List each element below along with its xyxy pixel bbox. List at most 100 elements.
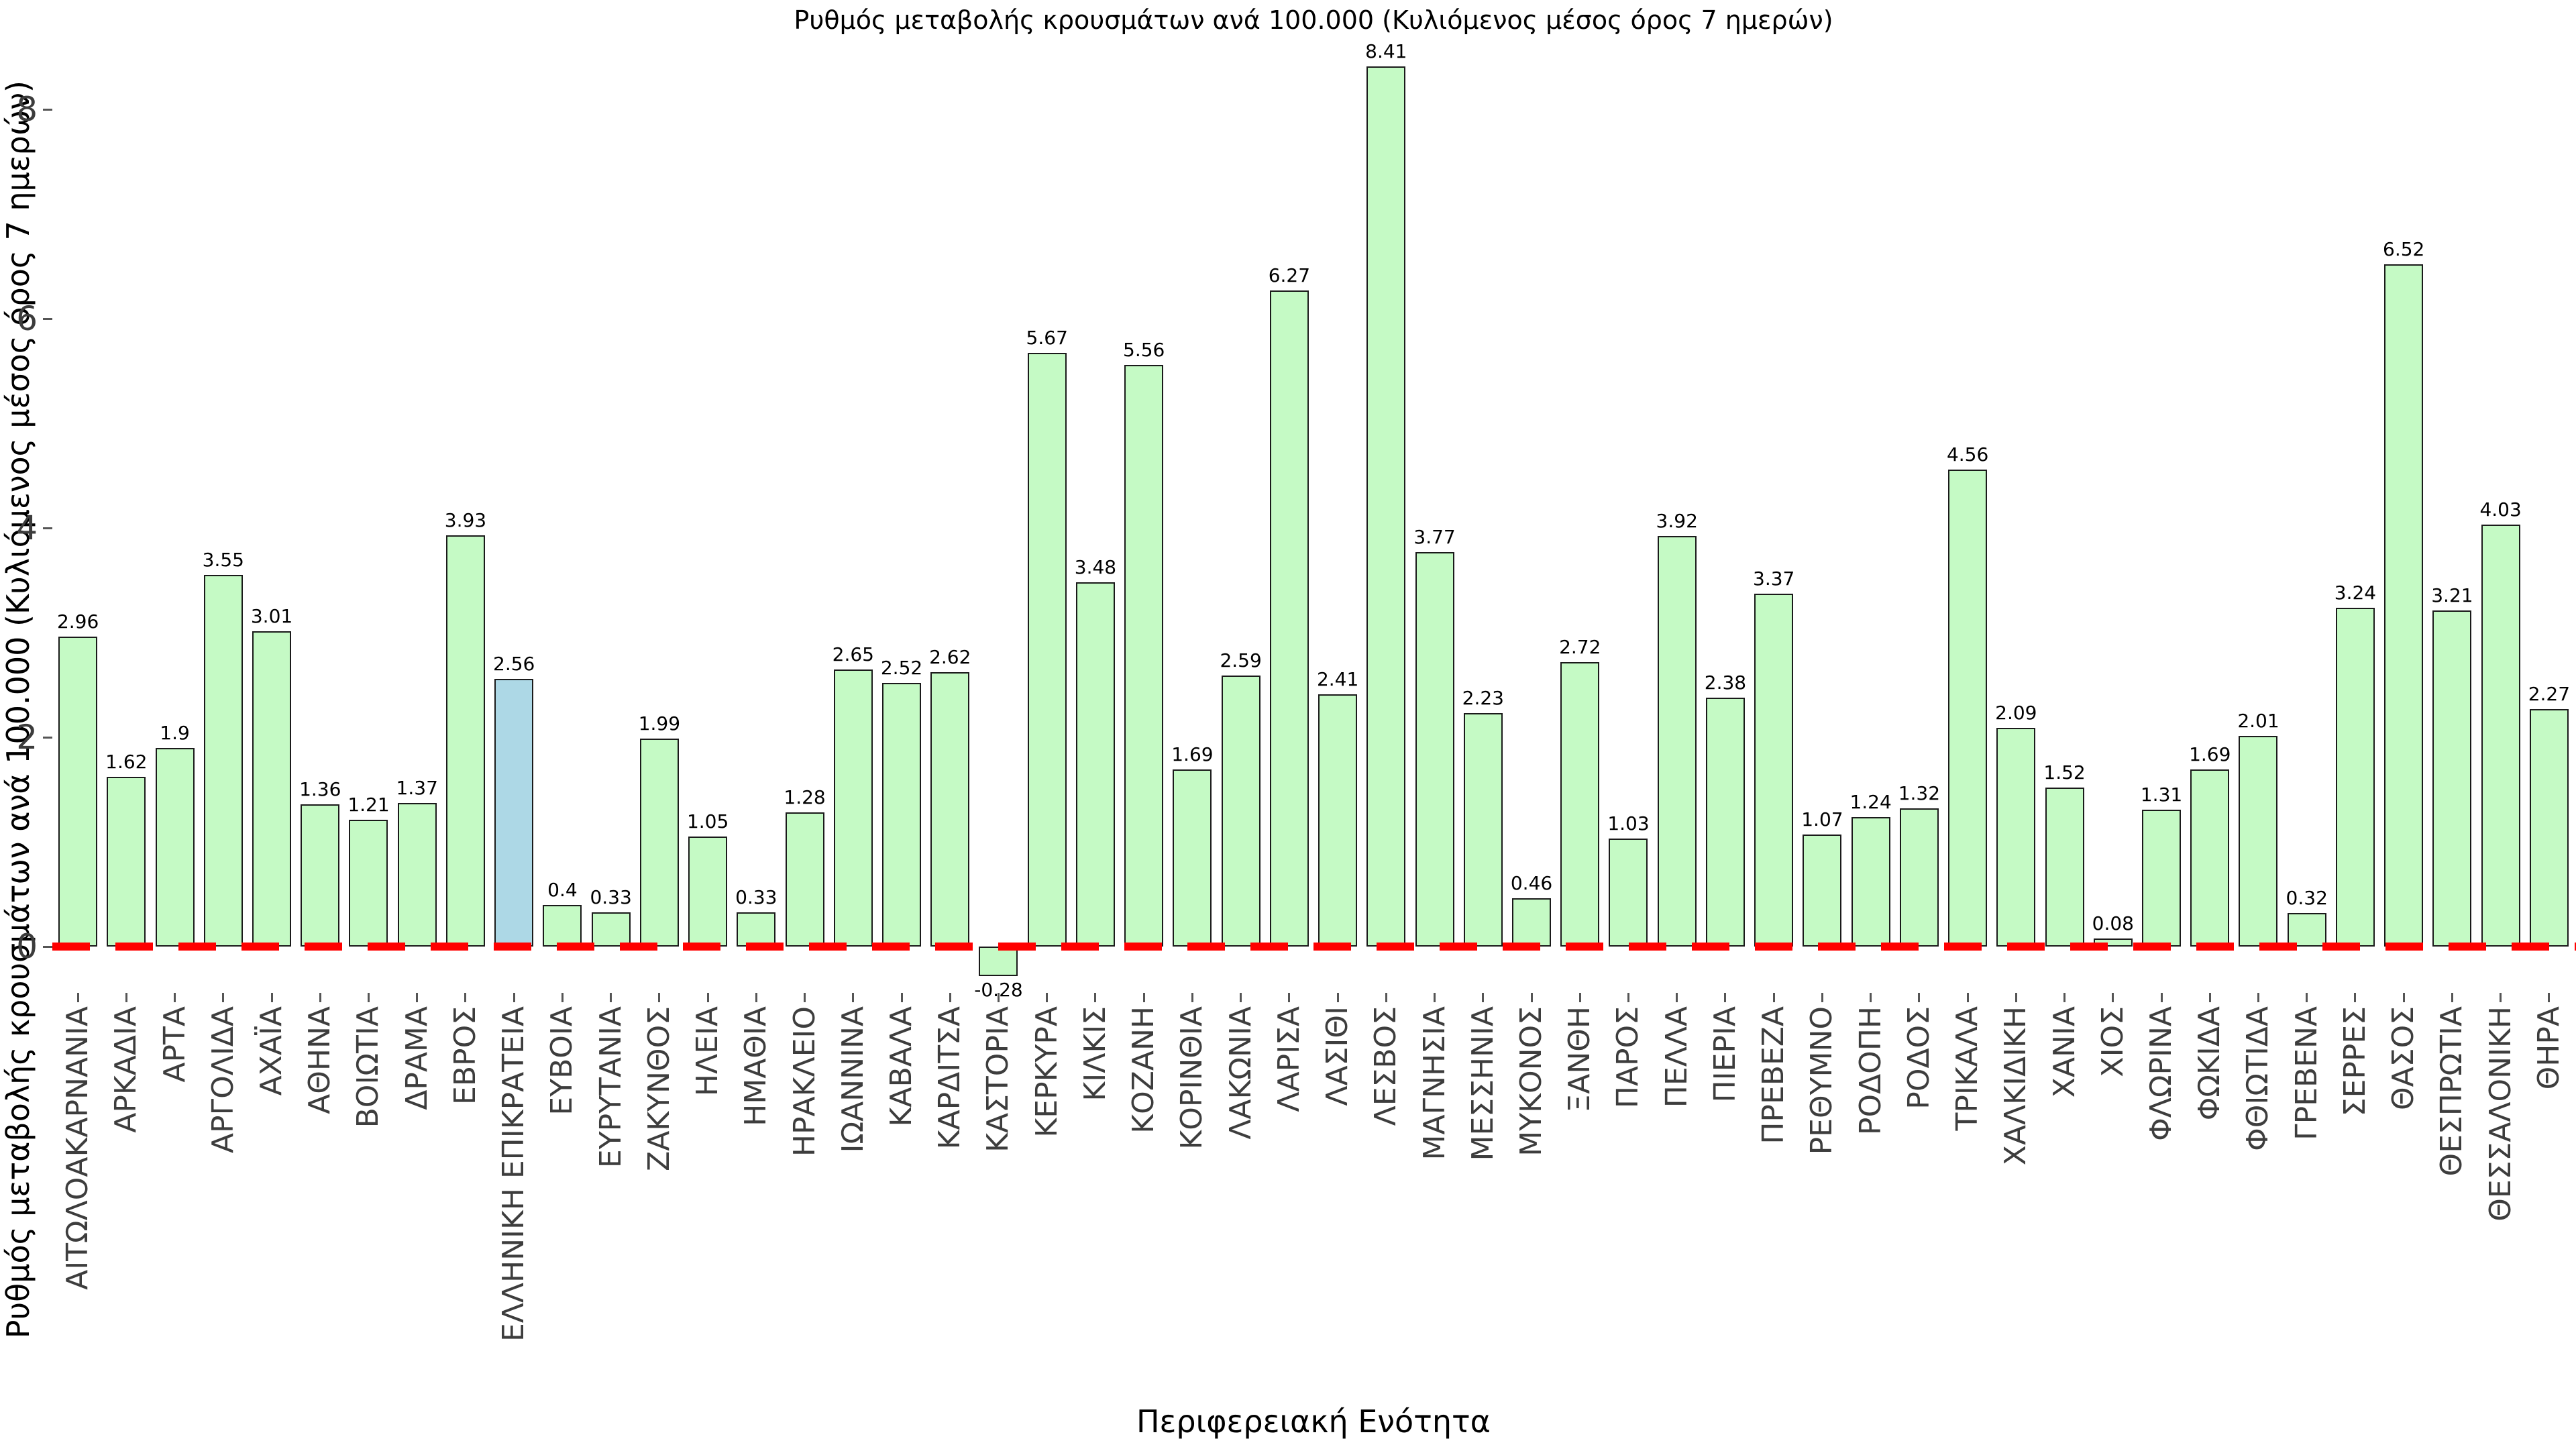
bar-column: 1.05	[684, 0, 732, 993]
x-tick-mark	[900, 993, 903, 1002]
x-tick-label: ΧΑΛΚΙΔΙΚΗ	[1998, 1006, 2033, 1166]
x-tick-mark	[464, 993, 467, 1002]
x-tick-label-cell: ΣΕΡΡΕΣ	[2331, 1006, 2379, 1409]
x-tick-label-cell: ΑΘΗΝΑ	[296, 1006, 344, 1409]
x-tick-label-cell: ΕΒΡΟΣ	[441, 1006, 490, 1409]
x-tick-label-cell: ΛΑΚΩΝΙΑ	[1217, 1006, 1265, 1409]
x-tick-mark	[1385, 993, 1387, 1002]
x-tick-label-cell: ΚΟΡΙΝΘΙΑ	[1168, 1006, 1216, 1409]
bar-value-label: 4.03	[2479, 498, 2522, 521]
x-tick-mark	[1482, 993, 1485, 1002]
x-tick-mark	[1046, 993, 1049, 1002]
x-tick-label-cell: ΑΡΤΑ	[150, 1006, 199, 1409]
x-tick-label: ΛΑΚΩΝΙΑ	[1223, 1006, 1258, 1140]
x-tick-label: ΗΡΑΚΛΕΙΟ	[787, 1006, 822, 1157]
bar-column: 1.52	[2040, 0, 2088, 993]
x-tick-label: ΧΑΝΙΑ	[2047, 1006, 2082, 1098]
bar-value-label: 1.99	[638, 712, 681, 735]
x-tick-label: ΡΟΔΟΠΗ	[1853, 1006, 1888, 1136]
x-tick-label: ΛΑΡΙΣΑ	[1271, 1006, 1306, 1112]
bar	[1124, 364, 1164, 947]
x-tick-label: ΘΗΡΑ	[2531, 1006, 2566, 1090]
x-tick-label-cell: ΛΑΡΙΣΑ	[1265, 1006, 1313, 1409]
x-tick-label-cell: ΕΥΡΥΤΑΝΙΑ	[587, 1006, 635, 1409]
x-tick-label-cell: ΚΟΖΑΝΗ	[1120, 1006, 1168, 1409]
bar-column: 0.4	[538, 0, 586, 993]
bar-value-label: 2.56	[493, 652, 535, 675]
x-tick-mark	[2112, 993, 2114, 1002]
x-tick-label: ΠΕΛΛΑ	[1659, 1006, 1694, 1108]
bar-value-label: 0.08	[2092, 912, 2134, 934]
bar-column: 2.38	[1701, 0, 1750, 993]
x-tick-label: ΚΑΒΑΛΑ	[884, 1006, 919, 1127]
bar-column: 1.24	[1847, 0, 1895, 993]
x-tick-mark	[2160, 993, 2163, 1002]
bar	[1851, 816, 1890, 947]
x-tick-label-cell: ΛΕΣΒΟΣ	[1362, 1006, 1410, 1409]
x-tick-mark	[658, 993, 661, 1002]
x-tick-label-cell: ΚΑΣΤΟΡΙΑ	[974, 1006, 1022, 1409]
x-tick-label: ΡΕΘΥΜΝΟ	[1805, 1006, 1839, 1155]
x-tick-label-cell: ΖΑΚΥΝΘΟΣ	[635, 1006, 684, 1409]
bar-value-label: 2.65	[832, 643, 874, 665]
bar-column: 2.52	[877, 0, 926, 993]
y-tick-mark	[43, 736, 52, 739]
x-tick-mark	[1240, 993, 1242, 1002]
bar-value-label: 1.36	[299, 777, 341, 800]
bar	[1075, 582, 1115, 947]
bar-value-label: 2.38	[1704, 671, 1747, 694]
bar-value-label: 1.03	[1607, 812, 1650, 835]
x-tick-mark	[2208, 993, 2211, 1002]
bar-column: 6.52	[2379, 0, 2428, 993]
x-tick-label-cell: ΘΕΣΣΑΛΟΝΙΚΗ	[2477, 1006, 2525, 1409]
bar-column: 2.27	[2525, 0, 2573, 993]
bar-value-label: 6.27	[1268, 264, 1311, 286]
bar-column: 0.33	[732, 0, 780, 993]
x-tick-label: ΠΑΡΟΣ	[1611, 1006, 1646, 1109]
x-tick-mark	[949, 993, 951, 1002]
x-tick-mark	[1627, 993, 1629, 1002]
x-tick-mark	[2015, 993, 2017, 1002]
bar-column: 3.01	[248, 0, 296, 993]
x-tick-label: ΜΑΓΝΗΣΙΑ	[1417, 1006, 1452, 1161]
x-tick-mark	[368, 993, 370, 1002]
x-tick-label: ΔΡΑΜΑ	[399, 1006, 434, 1110]
x-tick-label-cell: ΡΟΔΟΣ	[1895, 1006, 1943, 1409]
x-tick-label-cell: ΠΑΡΟΣ	[1604, 1006, 1652, 1409]
x-tick-label: ΦΛΩΡΙΝΑ	[2144, 1006, 2179, 1141]
x-tick-label-cell: ΜΥΚΟΝΟΣ	[1507, 1006, 1556, 1409]
x-tick-label-cell: ΧΙΟΣ	[2089, 1006, 2137, 1409]
x-tick-label: ΕΛΛΗΝΙΚΗ ΕΠΙΚΡΑΤΕΙΑ	[496, 1006, 531, 1342]
x-tick-mark	[610, 993, 612, 1002]
x-tick-label-cell: ΠΙΕΡΙΑ	[1701, 1006, 1750, 1409]
bar-value-label: 1.31	[2140, 783, 2183, 806]
bar-column: 1.36	[296, 0, 344, 993]
x-tick-label: ΚΕΡΚΥΡΑ	[1029, 1006, 1064, 1138]
x-tick-label: ΚΟΖΑΝΗ	[1126, 1006, 1161, 1134]
bar	[2190, 769, 2230, 947]
x-tick-mark	[1966, 993, 1969, 1002]
bar-value-label: 1.69	[2189, 743, 2231, 766]
x-tick-mark	[2306, 993, 2308, 1002]
bar	[639, 738, 679, 947]
bar	[1512, 898, 1552, 947]
x-tick-mark	[1142, 993, 1145, 1002]
x-tick-label-cell: ΦΩΚΙΔΑ	[2186, 1006, 2234, 1409]
bar-column: 2.23	[1459, 0, 1507, 993]
bar-column: 0.46	[1507, 0, 1556, 993]
bar	[1609, 839, 1648, 947]
bar	[1996, 727, 2036, 947]
bar	[930, 672, 970, 947]
x-tick-label: ΤΡΙΚΑΛΑ	[1950, 1006, 1985, 1131]
bar-value-label: 1.32	[1898, 782, 1941, 805]
x-tick-label-cell: ΑΙΤΩΛΟΑΚΑΡΝΑΝΙΑ	[54, 1006, 102, 1409]
x-tick-label-cell: ΞΑΝΘΗ	[1556, 1006, 1604, 1409]
bar-column: 1.28	[780, 0, 828, 993]
bar-column: 3.24	[2331, 0, 2379, 993]
zero-line	[52, 943, 2576, 951]
bar-value-label: 1.69	[1171, 743, 1214, 766]
bar-column: 3.48	[1071, 0, 1120, 993]
bar-column: 1.07	[1798, 0, 1846, 993]
bar-column: 4.03	[2477, 0, 2525, 993]
bar	[833, 669, 873, 947]
